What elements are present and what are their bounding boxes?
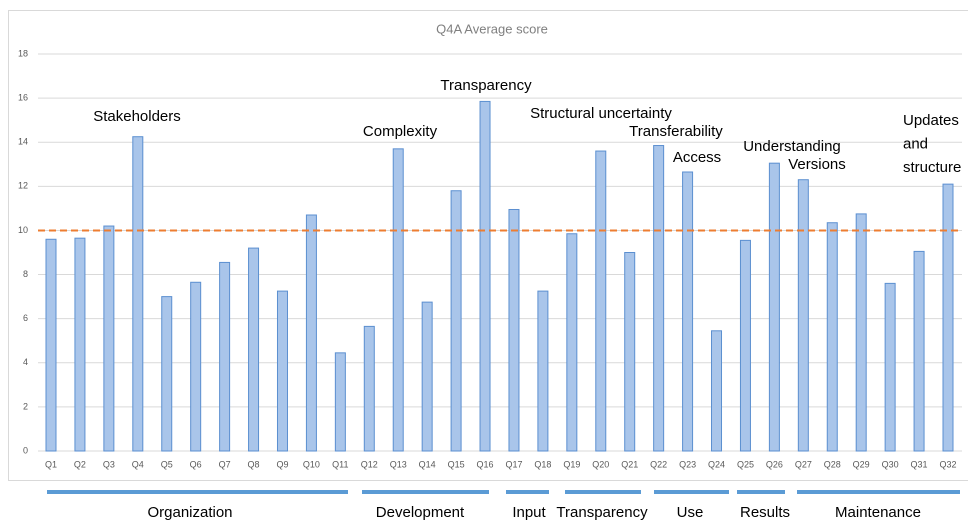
x-tick-label: Q11	[332, 459, 348, 469]
bar	[190, 281, 202, 452]
group-label: Results	[740, 504, 790, 521]
chart-title: Q4A Average score	[436, 21, 548, 36]
bar	[479, 100, 491, 452]
x-tick-label: Q18	[534, 459, 551, 469]
x-tick-label: Q26	[766, 459, 783, 469]
bar	[45, 238, 57, 452]
bar	[913, 250, 925, 452]
bar	[711, 330, 723, 452]
x-tick-label: Q27	[795, 459, 812, 469]
bar	[103, 225, 115, 452]
x-tick-label: Q9	[276, 459, 288, 469]
annotation: Stakeholders	[93, 108, 181, 125]
bar	[132, 136, 144, 452]
bar	[942, 183, 954, 452]
bar	[855, 213, 867, 452]
y-tick-label: 6	[23, 313, 28, 323]
group-label: Organization	[147, 504, 232, 521]
annotation: and	[903, 135, 928, 152]
x-tick-label: Q23	[679, 459, 696, 469]
bar	[305, 214, 317, 452]
x-tick-label: Q29	[853, 459, 870, 469]
x-tick-label: Q2	[74, 459, 86, 469]
bar	[392, 148, 404, 452]
group-label: Maintenance	[835, 504, 921, 521]
y-tick-label: 14	[18, 137, 28, 147]
x-tick-label: Q12	[361, 459, 378, 469]
x-tick-label: Q3	[103, 459, 115, 469]
bar	[682, 171, 694, 452]
x-tick-label: Q6	[190, 459, 202, 469]
y-tick-label: 8	[23, 269, 28, 279]
y-tick-label: 0	[23, 445, 28, 455]
x-tick-label: Q14	[419, 459, 436, 469]
bar	[537, 290, 549, 452]
bar	[624, 252, 636, 452]
annotation: Updates	[903, 112, 959, 129]
x-tick-label: Q15	[448, 459, 465, 469]
annotation: Versions	[788, 156, 846, 173]
bar	[566, 233, 578, 452]
x-tick-label: Q4	[132, 459, 144, 469]
x-tick-label: Q7	[219, 459, 231, 469]
x-tick-label: Q31	[911, 459, 928, 469]
annotation: Transparency	[440, 77, 532, 94]
x-tick-label: Q10	[303, 459, 320, 469]
group-label: Transparency	[556, 504, 648, 521]
bar	[884, 282, 896, 452]
bar	[248, 247, 260, 452]
x-tick-label: Q28	[824, 459, 841, 469]
annotation: Transferability	[629, 123, 723, 140]
x-tick-label: Q19	[563, 459, 580, 469]
x-tick-label: Q17	[505, 459, 522, 469]
annotation: Complexity	[363, 123, 438, 140]
bar	[74, 237, 86, 452]
annotation: Access	[673, 149, 721, 166]
x-tick-label: Q8	[248, 459, 260, 469]
x-tick-label: Q16	[477, 459, 494, 469]
group-label: Development	[376, 504, 465, 521]
chart-frame	[8, 10, 968, 481]
bar	[276, 290, 288, 452]
y-tick-label: 18	[18, 48, 28, 58]
y-tick-label: 12	[18, 181, 28, 191]
bar	[797, 179, 809, 452]
y-tick-label: 2	[23, 401, 28, 411]
bar	[739, 239, 751, 452]
x-tick-label: Q32	[939, 459, 956, 469]
group-label: Use	[677, 504, 704, 521]
bar	[450, 190, 462, 452]
bar	[653, 145, 665, 452]
bar	[334, 352, 346, 452]
x-tick-label: Q22	[650, 459, 667, 469]
bar	[826, 222, 838, 452]
x-tick-label: Q1	[45, 459, 57, 469]
bar	[768, 162, 780, 452]
annotation: Understanding	[743, 138, 841, 155]
bar	[219, 261, 231, 452]
y-tick-label: 4	[23, 357, 28, 367]
annotation: Structural uncertainty	[530, 105, 672, 122]
y-tick-label: 10	[18, 225, 28, 235]
x-tick-label: Q5	[161, 459, 173, 469]
bar	[161, 296, 173, 452]
bar	[421, 301, 433, 452]
x-tick-label: Q21	[621, 459, 638, 469]
x-tick-label: Q30	[882, 459, 899, 469]
annotation: structure	[903, 159, 961, 176]
x-tick-label: Q13	[390, 459, 407, 469]
y-tick-label: 16	[18, 92, 28, 102]
bar	[508, 208, 520, 452]
x-tick-label: Q25	[737, 459, 754, 469]
bar	[595, 150, 607, 452]
bar	[363, 325, 375, 452]
group-label: Input	[512, 504, 546, 521]
x-tick-label: Q24	[708, 459, 725, 469]
x-tick-label: Q20	[592, 459, 609, 469]
